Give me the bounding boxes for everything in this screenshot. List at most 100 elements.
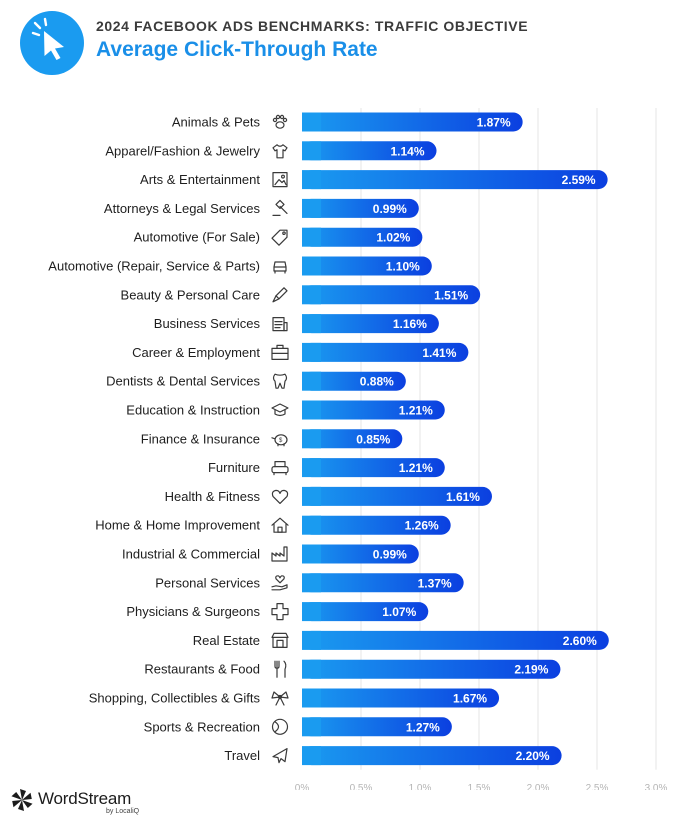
gavel-icon xyxy=(272,199,288,216)
bar-left-cap xyxy=(302,256,321,276)
bar xyxy=(302,659,561,679)
bar-left-cap xyxy=(302,285,321,305)
bar-row: Sports & Recreation 1.27% xyxy=(144,717,452,737)
bar-value-label: 1.21% xyxy=(399,461,433,475)
bar-value-label: 1.61% xyxy=(446,490,480,504)
bar-value-label: 0.85% xyxy=(356,432,390,446)
bar-chart: 0% 0.5% 1.0% 1.5% 2.0% 2.5% 3.0% Animals & Pets… xyxy=(48,108,668,790)
bar xyxy=(302,429,403,449)
category-label: Animals & Pets xyxy=(172,115,261,130)
bar-row: Education & Instruction 1.21% xyxy=(126,400,445,420)
category-label: Physicians & Surgeons xyxy=(126,604,260,619)
cursor-click-icon xyxy=(20,11,84,75)
category-label: Arts & Entertainment xyxy=(140,172,260,187)
x-tick-label: 1.5% xyxy=(468,783,491,790)
category-label: Automotive (Repair, Service & Parts) xyxy=(48,259,260,274)
bar-value-label: 0.99% xyxy=(373,548,407,562)
bar-row: Furniture 1.21% xyxy=(208,458,445,478)
bar xyxy=(302,400,445,420)
bar-value-label: 2.19% xyxy=(514,663,548,677)
bar-row: Personal Services 1.37% xyxy=(155,573,464,593)
bar-left-cap xyxy=(302,630,321,650)
bar-value-label: 1.16% xyxy=(393,317,427,331)
bar-left-cap xyxy=(302,170,321,190)
tooth-icon xyxy=(272,373,288,389)
wordstream-logo: WordStream by LocaliQ xyxy=(8,786,158,816)
bar xyxy=(302,112,523,132)
category-label: Dentists & Dental Services xyxy=(106,374,260,389)
category-label: Industrial & Commercial xyxy=(122,547,260,562)
bar-row: Apparel/Fashion & Jewelry 1.14% xyxy=(105,141,437,161)
tshirt-icon xyxy=(272,144,288,159)
bar xyxy=(302,515,451,535)
bar-row: Beauty & Personal Care 1.51% xyxy=(121,285,481,305)
bar-row: Travel 2.20% xyxy=(224,746,562,766)
bar-row: Finance & Insurance $0.85% xyxy=(141,429,403,449)
chart-header: 2024 FACEBOOK ADS BENCHMARKS: TRAFFIC OB… xyxy=(0,0,677,80)
bar-left-cap xyxy=(302,688,321,708)
heart-icon xyxy=(271,489,289,504)
factory-icon xyxy=(271,546,288,562)
category-label: Finance & Insurance xyxy=(141,431,260,446)
bar-row: Shopping, Collectibles & Gifts 1.67% xyxy=(89,688,500,708)
bar xyxy=(302,285,481,305)
category-label: Automotive (For Sale) xyxy=(134,230,260,245)
category-label: Education & Instruction xyxy=(126,403,260,418)
bar xyxy=(302,717,452,737)
svg-text:$: $ xyxy=(279,438,283,444)
bar xyxy=(302,256,432,276)
bar-left-cap xyxy=(302,429,321,449)
picture-frame-icon xyxy=(272,172,288,188)
bar-row: Arts & Entertainment 2.59% xyxy=(140,170,608,190)
bar-row: Physicians & Surgeons 1.07% xyxy=(126,602,429,622)
x-tick-label: 3.0% xyxy=(645,783,668,790)
bar-value-label: 2.60% xyxy=(563,634,597,648)
bar-row: Home & Home Improvement 1.26% xyxy=(95,515,451,535)
bar-left-cap xyxy=(302,602,321,622)
bar-left-cap xyxy=(302,717,321,737)
bar-value-label: 0.99% xyxy=(373,202,407,216)
bar xyxy=(302,198,419,218)
bar-left-cap xyxy=(302,515,321,535)
category-label: Home & Home Improvement xyxy=(95,518,260,533)
bar-row: Business Services 1.16% xyxy=(154,314,439,334)
x-tick-label: 2.5% xyxy=(586,783,609,790)
bar-left-cap xyxy=(302,544,321,564)
x-tick-label: 0.5% xyxy=(350,783,373,790)
bar-value-label: 1.37% xyxy=(418,576,452,590)
bar-left-cap xyxy=(302,458,321,478)
bar-value-label: 1.14% xyxy=(390,144,424,158)
category-label: Health & Fitness xyxy=(165,489,261,504)
bar-value-label: 1.02% xyxy=(376,231,410,245)
category-label: Beauty & Personal Care xyxy=(121,287,260,302)
bar-left-cap xyxy=(302,227,321,247)
bar-left-cap xyxy=(302,486,321,506)
bar-row: Health & Fitness 1.61% xyxy=(165,486,492,506)
gift-bow-icon xyxy=(271,691,289,706)
bar xyxy=(302,458,445,478)
bar-value-label: 2.59% xyxy=(562,173,596,187)
bar xyxy=(302,170,608,190)
bar-value-label: 1.27% xyxy=(406,720,440,734)
category-label: Sports & Recreation xyxy=(144,719,260,734)
bar xyxy=(302,141,437,161)
bar xyxy=(302,486,492,506)
bar-value-label: 1.07% xyxy=(382,605,416,619)
bar xyxy=(302,746,562,766)
category-label: Apparel/Fashion & Jewelry xyxy=(105,143,260,158)
x-tick-label: 1.0% xyxy=(409,783,432,790)
bar-row: Attorneys & Legal Services 0.99% xyxy=(104,198,419,218)
house-icon xyxy=(271,517,289,533)
pinwheel-logo-icon xyxy=(11,789,33,811)
medical-cross-icon xyxy=(271,602,289,621)
bar xyxy=(302,342,469,362)
x-tick-label: 2.0% xyxy=(527,783,550,790)
bar xyxy=(302,602,429,622)
x-tick-label: 0% xyxy=(295,783,310,790)
piggy-bank-icon: $ xyxy=(271,434,288,447)
bar-left-cap xyxy=(302,400,321,420)
category-label: Furniture xyxy=(208,460,260,475)
bar-left-cap xyxy=(302,314,321,334)
chart-supertitle: 2024 FACEBOOK ADS BENCHMARKS: TRAFFIC OB… xyxy=(96,18,529,34)
bar-left-cap xyxy=(302,659,321,679)
